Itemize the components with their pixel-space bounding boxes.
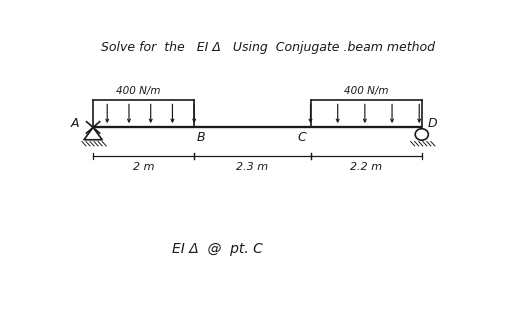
Text: 2.2 m: 2.2 m xyxy=(350,162,382,172)
Text: 400 N/m: 400 N/m xyxy=(116,86,161,96)
Text: 2.3 m: 2.3 m xyxy=(236,162,268,172)
Text: 2 m: 2 m xyxy=(133,162,155,172)
Text: Solve for  the   EI Δ   Using  Conjugate .beam method: Solve for the EI Δ Using Conjugate .beam… xyxy=(101,41,434,54)
Text: EI Δ  @  pt. C: EI Δ @ pt. C xyxy=(172,242,263,256)
Text: C: C xyxy=(298,131,306,144)
Text: B: B xyxy=(196,131,205,144)
Text: D: D xyxy=(428,117,437,130)
Text: A: A xyxy=(70,117,79,130)
Text: 400 N/m: 400 N/m xyxy=(344,86,388,96)
